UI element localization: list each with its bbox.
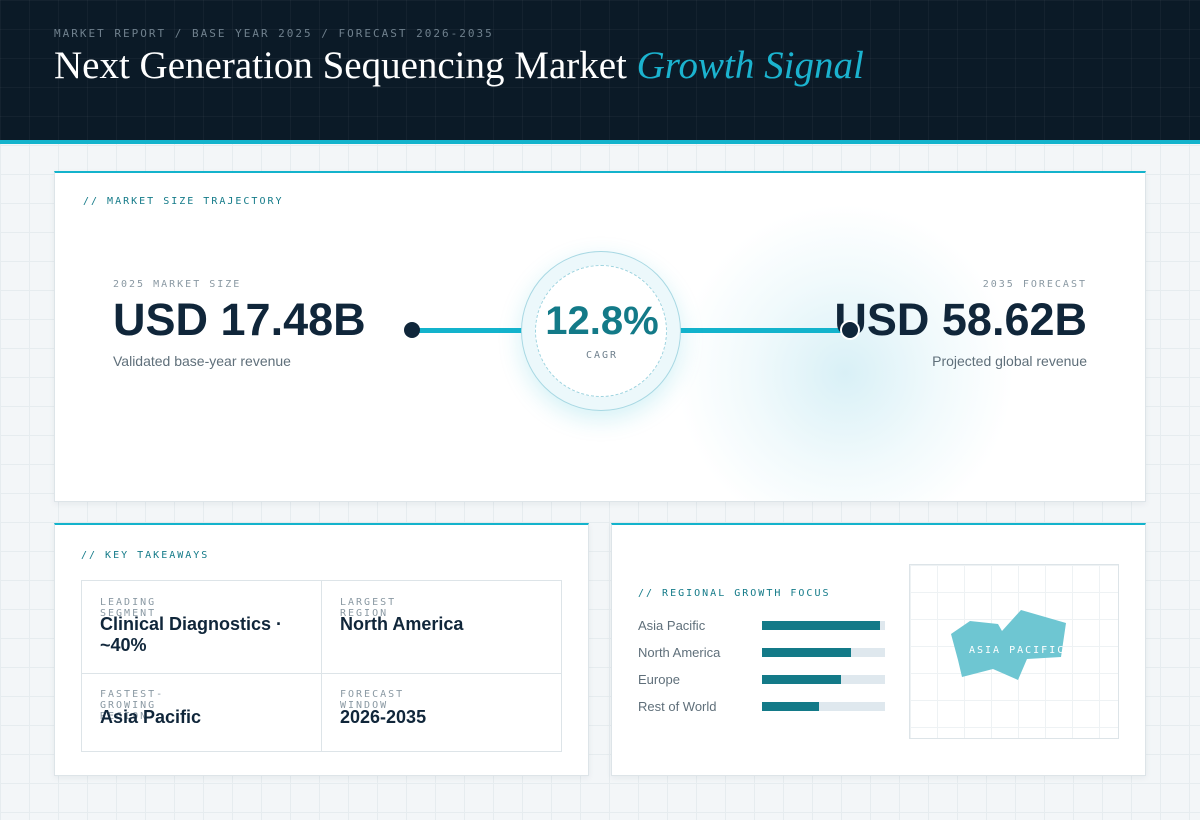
cagr-value: 12.8% (545, 299, 659, 343)
forecast-subtitle: Projected global revenue (932, 353, 1087, 369)
forecast-value: USD 58.62B (834, 294, 1087, 345)
page-title: Next Generation Sequencing Market Growth… (54, 43, 864, 88)
region-bar-fill (762, 702, 819, 711)
base-year-caption: 2025 MARKET SIZE (113, 279, 242, 290)
region-map: ASIA PACIFIC (909, 564, 1119, 739)
region-label: Asia Pacific (638, 618, 706, 633)
market-size-trajectory-card: // MARKET SIZE TRAJECTORY 2025 MARKET SI… (54, 171, 1146, 502)
takeaway-value: Clinical Diagnostics · ~40% (100, 614, 283, 655)
region-label: Europe (638, 672, 680, 687)
page-title-accent: Growth Signal (636, 44, 864, 87)
start-point-dot (404, 322, 420, 338)
region-bar-track (762, 702, 885, 711)
takeaways-grid: LEADING SEGMENT Clinical Diagnostics · ~… (81, 580, 562, 752)
region-bar-track (762, 621, 885, 630)
trajectory-section-label: // MARKET SIZE TRAJECTORY (83, 196, 284, 207)
takeaway-label: LARGEST REGION (340, 597, 397, 619)
cagr-badge: 12.8% CAGR (521, 251, 681, 411)
base-year-value: USD 17.48B (113, 294, 366, 345)
takeaway-value: 2026-2035 (340, 707, 427, 727)
region-bar-track (762, 675, 885, 684)
takeaway-value: Asia Pacific (100, 707, 202, 727)
key-takeaways-card: // KEY TAKEAWAYS LEADING SEGMENT Clinica… (54, 523, 589, 776)
end-point-dot (842, 322, 858, 338)
grid-divider-vertical (321, 581, 322, 751)
report-header: MARKET REPORT / BASE YEAR 2025 / FORECAS… (0, 0, 1200, 144)
base-year-subtitle: Validated base-year revenue (113, 353, 291, 369)
region-bar-fill (762, 675, 841, 684)
forecast-glow (675, 203, 1015, 501)
takeaways-section-label: // KEY TAKEAWAYS (81, 550, 210, 561)
cagr-label: CAGR (585, 350, 619, 361)
grid-divider-horizontal (82, 673, 561, 674)
page-title-main: Next Generation Sequencing Market (54, 44, 637, 87)
cagr-inner-ring: 12.8% CAGR (535, 265, 667, 397)
map-region-label: ASIA PACIFIC (969, 645, 1066, 656)
region-label: North America (638, 645, 721, 660)
region-bar-fill (762, 648, 851, 657)
takeaway-value: North America (340, 614, 464, 634)
regional-section-label: // REGIONAL GROWTH FOCUS (638, 588, 831, 599)
asia-pacific-map-shape (951, 610, 1066, 680)
region-bar-fill (762, 621, 881, 630)
region-bar-track (762, 648, 885, 657)
forecast-caption: 2035 FORECAST (982, 279, 1087, 290)
takeaway-label: FASTEST-GROWING REGION (100, 689, 165, 722)
takeaway-label: FORECAST WINDOW (340, 689, 405, 711)
region-label: Rest of World (638, 699, 717, 714)
takeaway-label: LEADING SEGMENT (100, 597, 157, 619)
regional-growth-card: // REGIONAL GROWTH FOCUS Asia Pacific No… (611, 523, 1146, 776)
breadcrumb: MARKET REPORT / BASE YEAR 2025 / FORECAS… (54, 27, 494, 40)
